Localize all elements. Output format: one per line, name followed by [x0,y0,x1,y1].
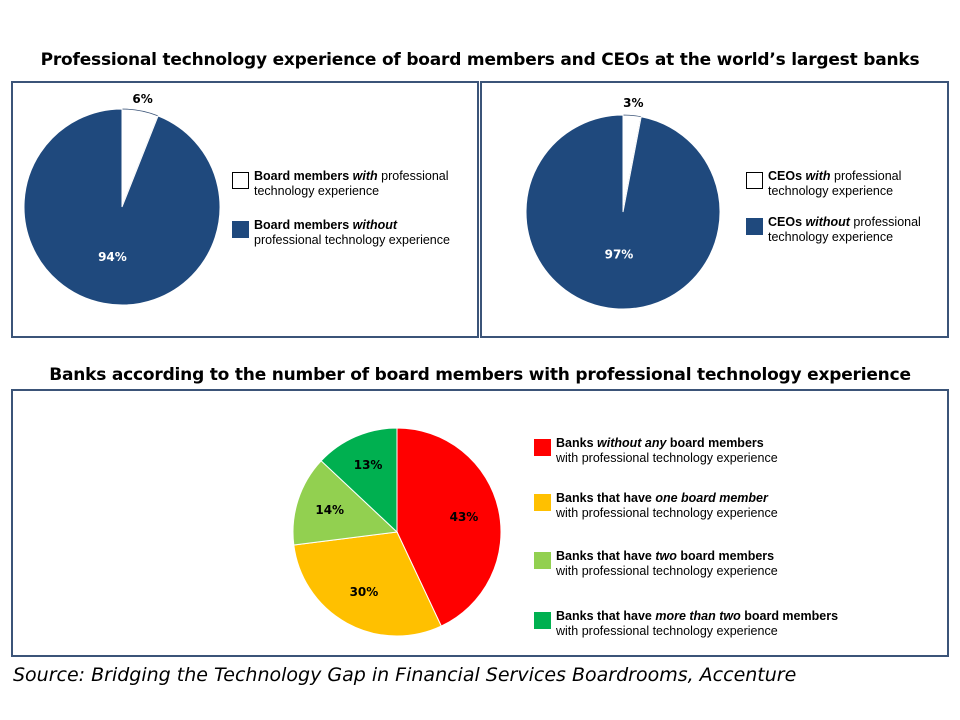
slice-label: 3% [623,96,643,110]
legend-swatch [232,221,249,238]
legend-swatch [232,172,249,189]
legend-text-part: without any [597,436,667,450]
legend-line2: technology experience [768,230,894,244]
slice-label: 94% [98,250,127,264]
legend-line2: with professional technology experience [556,564,778,578]
slice-label: 97% [605,247,634,261]
legend-text: Banks that have more than two board memb… [556,609,838,639]
pie-slice [23,108,221,306]
legend-swatch [746,218,763,235]
legend-line2: with professional technology experience [556,624,778,638]
legend-swatch [534,552,551,569]
pie-slice [396,427,502,627]
legend-text-part: Banks that have [556,549,656,563]
legend-text-part: with [352,169,378,183]
legend-text: Board members without professional techno… [254,218,450,248]
slice-label: 6% [132,92,152,106]
legend-text-part: without [805,215,850,229]
slice-label: 43% [450,510,479,524]
legend-swatch [534,612,551,629]
legend-text: Banks that have two board members with pr… [556,549,778,579]
legend-text-part: board members [666,436,764,450]
slice-label: 14% [315,503,344,517]
legend-text: Board members with professional technolog… [254,169,449,199]
legend-line2: technology experience [768,184,894,198]
bottom-title: Banks according to the number of board m… [49,365,911,385]
legend-text-part: professional [377,169,449,183]
pie-slice [525,114,721,310]
source-note: Source: Bridging the Technology Gap in F… [13,664,797,686]
pie-slice [293,531,442,637]
legend-swatch [534,439,551,456]
legend-line2: professional technology experience [254,233,450,247]
ceos-panel [480,81,949,338]
legend-text: Banks that have one board member with pro… [556,491,778,521]
legend-text: CEOs without professional technology expe… [768,215,921,245]
legend-text-part: Banks that have [556,491,656,505]
board-members-panel [11,81,479,338]
legend-swatch [746,172,763,189]
legend-text: CEOs with professional technology experie… [768,169,901,199]
legend-text-part: two [655,549,677,563]
legend-text-part: Board members [254,218,353,232]
legend-text-part: CEOs [768,169,806,183]
legend-text-part: CEOs [768,215,806,229]
legend-text-part: one board member [655,491,768,505]
banks-panel [11,389,949,657]
legend-line2: with professional technology experience [556,506,778,520]
slice-label: 13% [354,458,383,472]
legend-text-part: professional [830,169,902,183]
pie-slice [292,460,399,546]
legend-text-part: Banks that have [556,609,656,623]
legend-text-part: board members [740,609,839,623]
legend-swatch [534,494,551,511]
slice-label: 30% [350,585,379,599]
legend-text-part: without [352,218,398,232]
legend-text-part: professional [849,215,921,229]
top-title: Professional technology experience of bo… [40,50,920,70]
legend-line2: with professional technology experience [556,451,778,465]
legend-text-part: with [805,169,831,183]
legend-text: Banks without any board members with prof… [556,436,778,466]
legend-text-part: more than two [655,609,741,623]
legend-text-part: board members [676,549,775,563]
legend-text-part: Banks [556,436,597,450]
legend-text-part: Board members [254,169,353,183]
pie-slice [320,427,398,534]
legend-line2: technology experience [254,184,380,198]
